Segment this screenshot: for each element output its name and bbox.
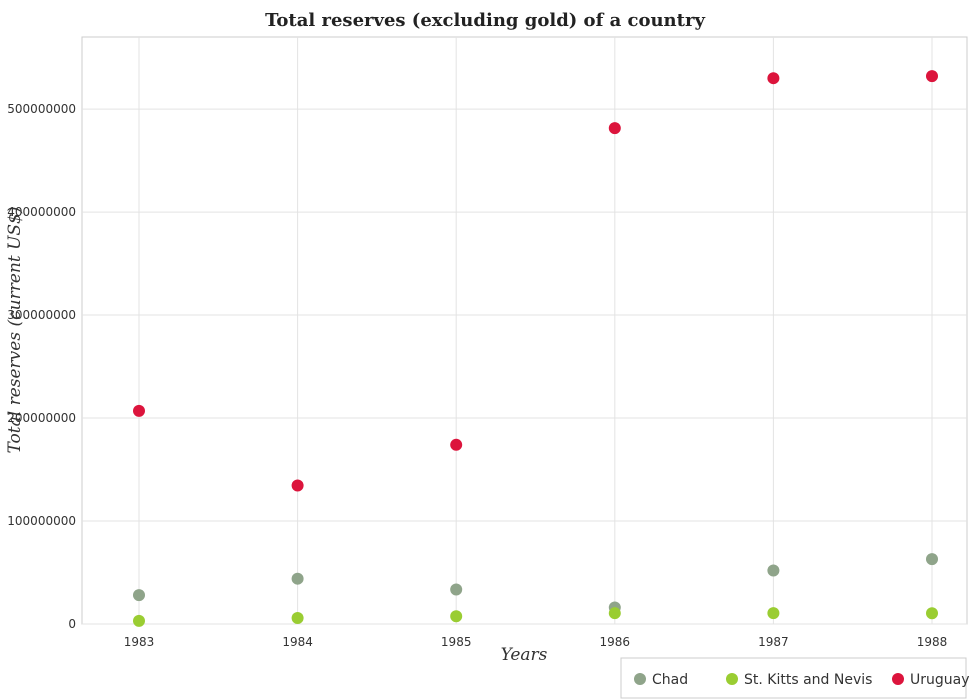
data-point xyxy=(133,614,145,627)
y-tick-labels: 0 100000000 200000000 300000000 400000000 500… xyxy=(7,102,76,631)
data-point xyxy=(291,612,304,625)
data-point xyxy=(767,564,780,577)
data-point xyxy=(450,438,463,451)
x-tick-labels: 1983 1984 1985 1986 1987 1988 xyxy=(124,635,948,649)
data-point xyxy=(926,70,938,83)
legend-label: St. Kitts and Nevis xyxy=(744,672,872,688)
legend: Chad St. Kitts and Nevis Uruguay xyxy=(620,657,970,699)
x-gridlines xyxy=(138,37,933,624)
data-point xyxy=(926,553,938,566)
x-tick-label: 1984 xyxy=(282,635,313,649)
data-points xyxy=(133,70,938,627)
data-point xyxy=(608,122,621,135)
chart-title: Total reserves (excluding gold) of a cou… xyxy=(265,10,705,31)
legend-box xyxy=(620,657,967,699)
y-tick-label: 0 xyxy=(68,617,76,631)
x-tick-label: 1987 xyxy=(758,635,789,649)
data-point xyxy=(291,479,304,492)
data-point xyxy=(291,572,304,585)
data-point xyxy=(133,589,145,602)
y-tick-label: 500000000 xyxy=(7,102,76,116)
y-tick-label: 100000000 xyxy=(7,514,76,528)
x-axis-title: Years xyxy=(501,645,548,665)
data-point xyxy=(450,583,463,596)
legend-marker xyxy=(726,673,738,685)
data-point xyxy=(926,607,938,620)
plot-area xyxy=(81,36,968,625)
y-axis-title: Total reserves (current US$) xyxy=(5,207,25,454)
y-tick-label: 400000000 xyxy=(7,205,76,219)
x-tick-label: 1983 xyxy=(124,635,155,649)
legend-marker xyxy=(892,673,904,685)
legend-label: Uruguay xyxy=(910,672,970,688)
y-tick-label: 200000000 xyxy=(7,411,76,425)
legend-marker xyxy=(634,673,646,685)
y-gridlines xyxy=(82,108,967,625)
x-tick-label: 1985 xyxy=(441,635,472,649)
data-point xyxy=(608,607,621,620)
legend-label: Chad xyxy=(652,672,688,688)
x-tick-label: 1988 xyxy=(917,635,948,649)
data-point xyxy=(767,607,780,620)
x-tick-label: 1986 xyxy=(600,635,631,649)
data-point xyxy=(133,404,145,417)
data-point xyxy=(767,72,780,85)
data-point xyxy=(450,610,463,623)
y-tick-label: 300000000 xyxy=(7,308,76,322)
